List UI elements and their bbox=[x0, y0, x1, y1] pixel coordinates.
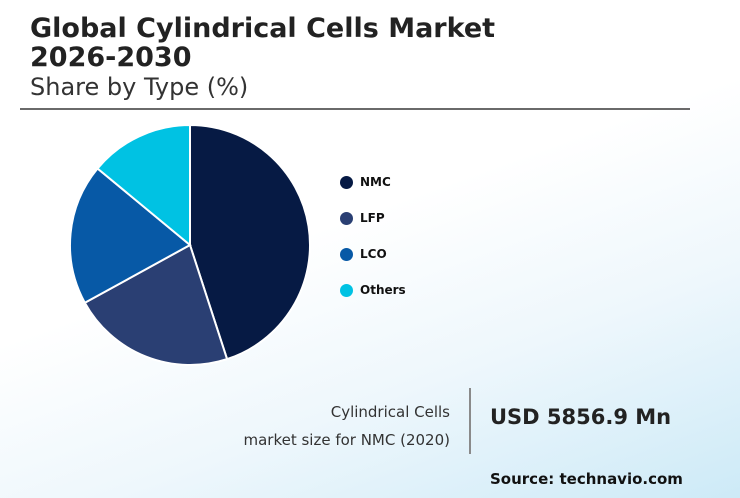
title-line-1: Global Cylindrical Cells Market bbox=[30, 13, 496, 44]
market-divider bbox=[469, 388, 471, 454]
legend-label: Others bbox=[360, 283, 406, 297]
legend-swatch bbox=[340, 247, 353, 261]
pie-slice-others bbox=[96, 123, 191, 248]
market-size-value: USD 5856.9 Mn bbox=[490, 405, 672, 429]
legend-item-lfp: LFP bbox=[340, 208, 385, 228]
pie-slice-lco bbox=[69, 167, 192, 305]
legend-label: LFP bbox=[360, 211, 385, 225]
legend-label: LCO bbox=[360, 247, 387, 261]
legend-swatch bbox=[340, 175, 353, 189]
legend-item-lco: LCO bbox=[340, 244, 387, 264]
legend-swatch bbox=[340, 211, 353, 225]
pie-chart bbox=[69, 123, 312, 366]
legend-item-nmc: NMC bbox=[340, 172, 391, 192]
legend-item-others: Others bbox=[340, 280, 406, 300]
legend-swatch bbox=[340, 283, 353, 297]
chart-title: Global Cylindrical Cells Market 2026-203… bbox=[30, 14, 495, 72]
legend-label: NMC bbox=[360, 175, 391, 189]
title-divider bbox=[20, 108, 690, 110]
market-size-label: Cylindrical Cells market size for NMC (2… bbox=[243, 398, 450, 454]
source-credit: Source: technavio.com bbox=[490, 470, 683, 488]
pie-slice-nmc bbox=[189, 123, 312, 361]
title-line-2: 2026-2030 bbox=[30, 42, 192, 73]
pie-slice-lfp bbox=[83, 243, 229, 366]
market-label-line-2: market size for NMC (2020) bbox=[243, 431, 450, 449]
chart-subtitle: Share by Type (%) bbox=[30, 73, 249, 101]
market-label-line-1: Cylindrical Cells bbox=[330, 403, 450, 421]
